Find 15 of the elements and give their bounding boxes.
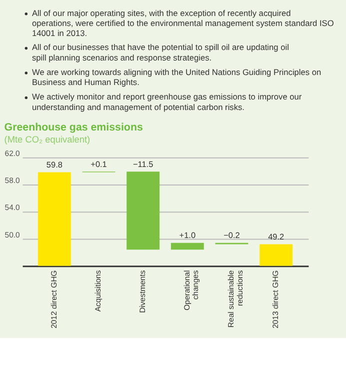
text: We actively monitor and report greenhouse gas emissions to improve our understanding and management of potential carbon risks.	[32, 92, 302, 112]
text: All of our major operating sites, with the exception of recently acquired operations, were certified to the environmental management system standard ISO 14001 in 2013.	[32, 8, 334, 38]
y-tick-label: 58.0	[4, 176, 20, 186]
x-tick-label: 2013 direct GHG	[271, 270, 280, 328]
x-tick-label: 2012 direct GHG	[49, 270, 58, 328]
x-tick-label: Operational changes	[182, 270, 200, 310]
y-tick-label: 54.0	[4, 203, 20, 212]
text: All of our businesses that have the potential to spill oil are updating oil spill planning scenarios and response strategies.	[32, 42, 290, 62]
chart-title: Greenhouse gas emissions	[4, 122, 143, 134]
text: We are working towards aligning with the United Nations Guiding Principles on Business and Human Rights.	[32, 66, 322, 88]
y-tick-label: 62.0	[4, 148, 20, 158]
x-tick-label: Divestments	[138, 270, 148, 313]
chart-subtitle: (Mte CO₂ equivalent)	[4, 134, 90, 144]
x-tick-label: Acquisitions	[94, 270, 103, 312]
y-tick-label: 50.0	[4, 230, 20, 240]
